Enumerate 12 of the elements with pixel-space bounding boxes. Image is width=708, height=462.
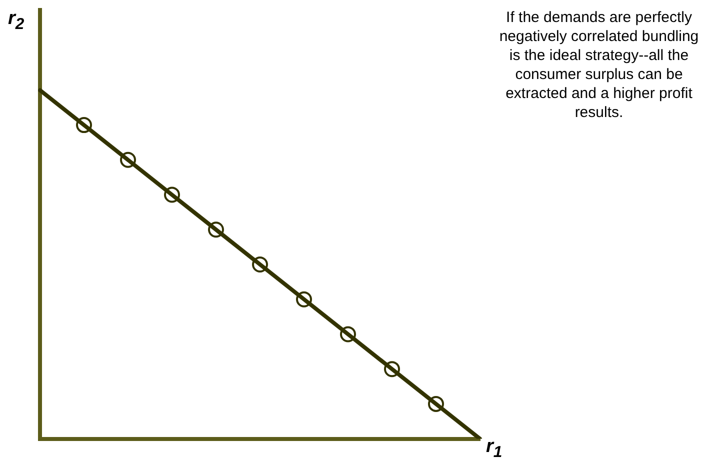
- point: [428, 396, 444, 412]
- y-axis-title: r$_{2}$: [8, 8, 24, 34]
- point: [76, 117, 92, 134]
- x-axis-title: r$_{1}$: [486, 436, 502, 462]
- point: [384, 361, 400, 378]
- point: [252, 256, 268, 272]
- point: [164, 186, 180, 203]
- point: [120, 152, 136, 168]
- point: [340, 326, 356, 342]
- text: If the demands are perfectly negatively correlated bundling is the ideal strategy--all the consumer surplus can be extracted and a higher profit results.: [498, 8, 700, 122]
- point: [208, 222, 224, 238]
- point: [296, 291, 312, 308]
